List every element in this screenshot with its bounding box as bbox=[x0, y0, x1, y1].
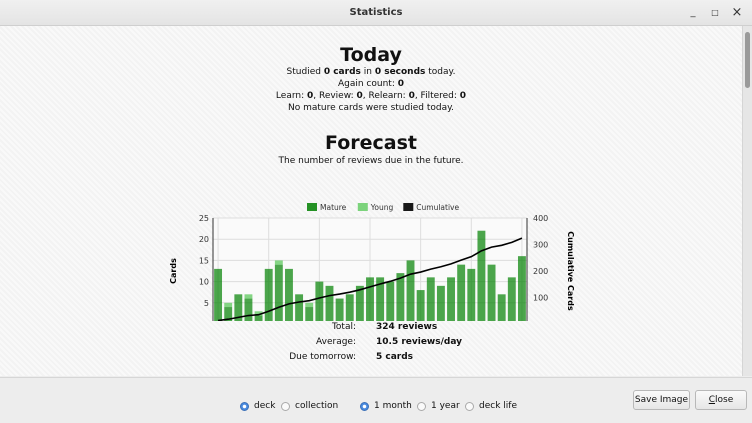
bar-mature bbox=[325, 285, 334, 321]
y2-tick-label: 400 bbox=[533, 214, 548, 223]
radio-deck-indicator[interactable] bbox=[240, 401, 249, 411]
bar-mature bbox=[467, 268, 476, 321]
minimize-button[interactable]: _ bbox=[690, 7, 696, 18]
forecast-heading: Forecast bbox=[325, 132, 417, 154]
bar-mature bbox=[406, 260, 415, 321]
bottom-bar: deck collection 1 month 1 year deck life… bbox=[0, 377, 752, 423]
y2-tick-label: 300 bbox=[533, 241, 548, 250]
radio-deck-life-indicator[interactable] bbox=[465, 401, 474, 411]
legend-swatch bbox=[307, 203, 317, 211]
radio-collection-indicator[interactable] bbox=[281, 401, 290, 411]
bar-mature bbox=[285, 268, 293, 321]
legend-label: Mature bbox=[320, 203, 347, 212]
save-image-button[interactable]: Save Image bbox=[633, 390, 690, 410]
y2-axis-label: Cumulative Cards bbox=[566, 231, 575, 311]
y-tick-label: 10 bbox=[199, 278, 209, 287]
radio-1-month-indicator[interactable] bbox=[360, 401, 369, 411]
bar-mature bbox=[244, 298, 253, 321]
bar-mature bbox=[436, 285, 445, 321]
radio-deck[interactable]: deck bbox=[240, 401, 275, 411]
today-heading: Today bbox=[340, 44, 402, 66]
bar-young bbox=[254, 311, 263, 316]
y-tick-label: 15 bbox=[199, 256, 209, 265]
radio-deck-life[interactable]: deck life bbox=[465, 401, 517, 411]
bar-mature bbox=[355, 285, 364, 321]
tomorrow-value: 5 cards bbox=[376, 352, 414, 362]
legend-swatch bbox=[357, 203, 368, 211]
forecast-subtitle: The number of reviews due in the future. bbox=[278, 156, 464, 166]
maximize-button[interactable]: □ bbox=[711, 8, 719, 17]
bar-mature bbox=[447, 277, 455, 321]
bar-mature bbox=[477, 230, 486, 321]
bar-mature bbox=[254, 315, 263, 321]
today-again: Again count: 0 bbox=[337, 79, 404, 89]
bar-mature bbox=[264, 268, 273, 321]
legend-label: Cumulative bbox=[416, 203, 459, 212]
bar-mature bbox=[305, 307, 314, 321]
bar-mature bbox=[274, 264, 283, 321]
bar-young bbox=[224, 302, 233, 308]
y-tick-label: 0 bbox=[204, 320, 209, 321]
window-title: Statistics bbox=[349, 7, 403, 18]
average-label: Average: bbox=[316, 337, 356, 347]
today-studied: Studied 0 cards in 0 seconds today. bbox=[286, 67, 456, 77]
bar-mature bbox=[457, 264, 466, 321]
bar-mature bbox=[335, 298, 344, 321]
bar-mature bbox=[497, 294, 506, 321]
radio-collection[interactable]: collection bbox=[281, 401, 338, 411]
bar-mature bbox=[507, 277, 516, 321]
bar-mature bbox=[234, 294, 243, 321]
title-bar: Statistics bbox=[0, 0, 752, 26]
bar-young bbox=[244, 294, 253, 299]
close-button[interactable]: Close bbox=[695, 390, 747, 410]
bar-mature bbox=[396, 273, 405, 321]
y-tick-label: 5 bbox=[204, 299, 209, 308]
radio-1-year-indicator[interactable] bbox=[417, 401, 426, 411]
forecast-chart: 051015202501002003004000d5d10d15d20d25d3… bbox=[169, 203, 575, 321]
bar-mature bbox=[517, 256, 526, 321]
bar-mature bbox=[295, 294, 304, 321]
y-tick-label: 25 bbox=[199, 214, 209, 223]
stats-content: Today Studied 0 cards in 0 seconds today… bbox=[0, 26, 742, 376]
total-label: Total: bbox=[331, 322, 356, 332]
bar-mature bbox=[426, 277, 435, 321]
total-value: 324 reviews bbox=[376, 322, 438, 332]
bar-young bbox=[305, 302, 314, 308]
y2-tick-label: 200 bbox=[533, 267, 548, 276]
tomorrow-label: Due tomorrow: bbox=[289, 352, 356, 362]
bar-mature bbox=[376, 277, 385, 321]
legend-swatch bbox=[403, 203, 414, 211]
bar-mature bbox=[214, 268, 223, 321]
bar-mature bbox=[315, 281, 324, 321]
bar-mature bbox=[366, 277, 374, 321]
bar-mature bbox=[386, 281, 395, 321]
bar-mature bbox=[345, 294, 354, 321]
today-mature: No mature cards were studied today. bbox=[288, 103, 454, 113]
today-breakdown: Learn: 0, Review: 0, Relearn: 0, Filtere… bbox=[275, 91, 467, 101]
scrollbar-thumb[interactable] bbox=[745, 32, 750, 88]
scrollbar[interactable] bbox=[742, 26, 752, 376]
bar-young bbox=[274, 260, 283, 265]
y2-tick-label: 100 bbox=[533, 294, 548, 303]
close-window-button[interactable]: × bbox=[731, 5, 743, 20]
y-axis-label: Cards bbox=[169, 258, 178, 284]
y-tick-label: 20 bbox=[199, 235, 209, 244]
legend-label: Young bbox=[370, 203, 394, 212]
y2-tick-label: 0 bbox=[533, 320, 538, 321]
radio-1-year[interactable]: 1 year bbox=[417, 401, 460, 411]
bar-mature bbox=[224, 307, 233, 321]
cumulative-line bbox=[217, 237, 523, 321]
average-value: 10.5 reviews/day bbox=[376, 337, 463, 347]
bar-mature bbox=[416, 290, 425, 321]
radio-1-month[interactable]: 1 month bbox=[360, 401, 412, 411]
bar-mature bbox=[487, 264, 496, 321]
